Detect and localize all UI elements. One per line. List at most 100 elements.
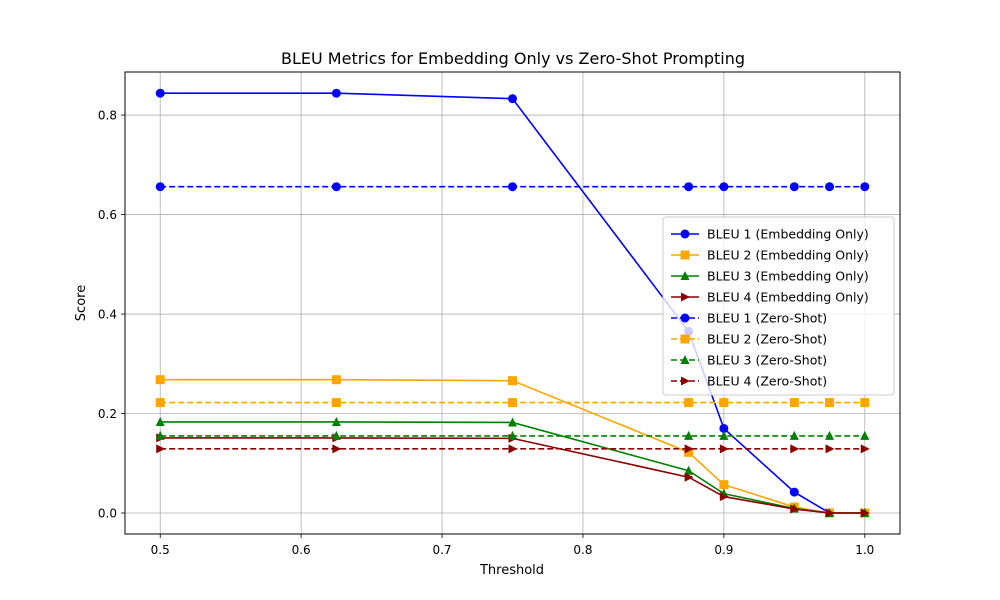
data-point [789, 182, 799, 192]
data-point [684, 398, 694, 408]
legend: BLEU 1 (Embedding Only) BLEU 2 (Embedding… [662, 216, 895, 396]
chart-title: BLEU Metrics for Embedding Only vs Zero-… [281, 49, 745, 68]
data-point [508, 430, 517, 440]
data-point [719, 492, 729, 502]
data-point [825, 398, 835, 408]
y-tick-label: 0.8 [98, 109, 117, 123]
data-point [508, 376, 517, 386]
data-point [684, 182, 694, 192]
legend-item: BLEU 4 (Zero-Shot) [671, 374, 827, 389]
data-point [155, 416, 165, 426]
data-point [332, 444, 342, 454]
data-point [789, 430, 799, 440]
legend-marker [681, 292, 690, 302]
legend-marker [680, 313, 690, 323]
legend-marker [680, 355, 690, 364]
data-point [684, 472, 694, 482]
data-point [825, 444, 835, 454]
data-point [719, 444, 729, 454]
data-point [789, 487, 799, 497]
series-8 [156, 444, 870, 454]
legend-marker [680, 271, 690, 280]
data-point [860, 398, 870, 408]
data-point [156, 444, 166, 454]
data-point [508, 94, 517, 104]
legend-label: BLEU 2 (Embedding Only) [707, 248, 869, 263]
x-tick-label: 0.5 [151, 543, 170, 557]
data-point [825, 430, 835, 440]
data-point [508, 444, 518, 454]
data-point [508, 398, 517, 408]
series-layer [155, 88, 870, 518]
legend-label: BLEU 4 (Zero-Shot) [707, 374, 827, 389]
legend-item: BLEU 4 (Embedding Only) [671, 290, 869, 305]
legend-item: BLEU 3 (Zero-Shot) [671, 353, 827, 368]
series-5 [155, 182, 870, 192]
grid [125, 72, 900, 534]
data-point [719, 430, 729, 440]
legend-label: BLEU 3 (Zero-Shot) [707, 353, 827, 368]
data-point [331, 430, 341, 440]
legend-label: BLEU 1 (Zero-Shot) [707, 311, 827, 326]
data-point [155, 182, 165, 192]
plot-frame [124, 71, 901, 535]
data-point [155, 88, 165, 98]
data-point [508, 182, 517, 192]
data-point [155, 398, 165, 408]
data-point [684, 465, 694, 475]
data-point [719, 423, 729, 433]
data-point [508, 417, 517, 427]
y-tick-label: 0.6 [98, 208, 117, 222]
data-point [684, 430, 694, 440]
legend-item: BLEU 3 (Embedding Only) [671, 269, 869, 284]
data-point [860, 508, 870, 518]
data-point [684, 447, 694, 457]
data-point [719, 480, 729, 490]
data-point [719, 398, 729, 408]
x-tick-label: 0.9 [714, 543, 733, 557]
legend-label: BLEU 3 (Embedding Only) [707, 269, 869, 284]
data-point [860, 182, 870, 192]
legend-item: BLEU 1 (Zero-Shot) [671, 311, 827, 326]
x-axis-label: Threshold [479, 563, 544, 578]
legend-marker [680, 250, 690, 260]
data-point [790, 504, 800, 514]
legend-marker [680, 334, 690, 344]
y-tick-label: 0.4 [98, 308, 117, 322]
legend-label: BLEU 2 (Zero-Shot) [707, 332, 827, 347]
data-point [860, 444, 870, 454]
series-line [160, 437, 865, 514]
legend-label: BLEU 4 (Embedding Only) [707, 290, 869, 305]
data-point [331, 88, 341, 98]
data-point [331, 416, 341, 426]
x-tick-label: 0.8 [573, 543, 592, 557]
series-4 [156, 433, 870, 518]
legend-item: BLEU 2 (Zero-Shot) [671, 332, 827, 347]
data-point [790, 444, 800, 454]
x-tick-label: 0.6 [292, 543, 311, 557]
data-point [789, 398, 799, 408]
data-point [155, 375, 165, 385]
legend-box [662, 216, 895, 396]
data-point [331, 182, 341, 192]
data-point [684, 444, 694, 454]
x-tick-label: 1.0 [855, 543, 874, 557]
y-axis: 0.0 0.2 0.4 0.6 0.8 [98, 109, 125, 521]
legend-item: BLEU 1 (Embedding Only) [671, 227, 869, 242]
data-point [825, 182, 835, 192]
series-6 [155, 398, 870, 408]
legend-marker [680, 229, 690, 239]
data-point [860, 430, 870, 440]
legend-item: BLEU 2 (Embedding Only) [671, 248, 869, 263]
data-point [331, 398, 341, 408]
y-tick-label: 0.2 [98, 407, 117, 421]
x-tick-label: 0.7 [432, 543, 451, 557]
legend-marker [681, 376, 690, 386]
series-7 [155, 430, 870, 440]
y-axis-label: Score [74, 285, 89, 321]
legend-label: BLEU 1 (Embedding Only) [707, 227, 869, 242]
data-point [155, 430, 165, 440]
x-axis: 0.5 0.6 0.7 0.8 0.9 1.0 [151, 534, 874, 557]
data-point [331, 375, 341, 385]
